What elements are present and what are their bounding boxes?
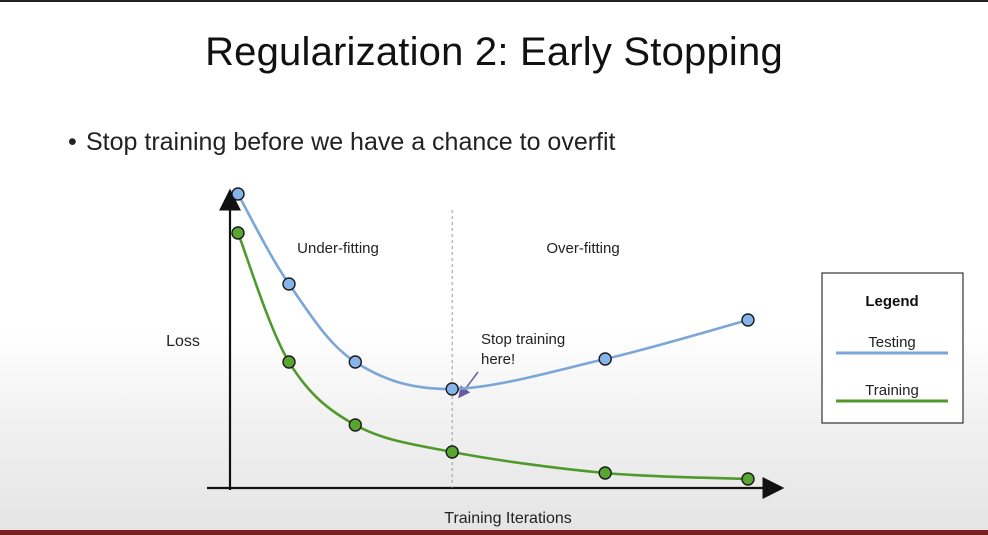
series-layer (231, 187, 755, 486)
data-point-training (348, 418, 362, 432)
data-point-testing (598, 352, 612, 366)
annotation-arrow (458, 371, 479, 399)
bullet-point: • Stop training before we have a chance t… (68, 128, 616, 157)
x-axis-label: Training Iterations (444, 510, 571, 527)
series-line-training (236, 232, 749, 481)
data-point-training (741, 472, 755, 486)
data-point-training (598, 466, 612, 480)
data-point-testing (348, 355, 362, 369)
legend-label-training: Training (865, 382, 919, 399)
region-label-underfitting: Under-fitting (297, 240, 379, 257)
bullet-dot-icon: • (68, 128, 77, 156)
legend-label-testing: Testing (868, 334, 916, 351)
data-point-testing (445, 382, 459, 396)
region-label-overfitting: Over-fitting (546, 240, 619, 257)
data-point-training (282, 355, 296, 369)
data-point-testing (282, 277, 296, 291)
data-point-training (445, 445, 459, 459)
stop-annotation: Stop training here! (481, 331, 565, 368)
bullet-text: Stop training before we have a chance to… (86, 128, 616, 156)
slide-bottom-rule (0, 530, 988, 535)
stop-annotation-line: here! (481, 351, 515, 368)
data-point-testing (231, 187, 245, 201)
legend-box (821, 272, 964, 424)
y-axis-label: Loss (166, 333, 200, 350)
slide-title: Regularization 2: Early Stopping (205, 30, 783, 74)
stop-annotation-line: Stop training (481, 331, 565, 348)
legend-title: Legend (865, 293, 918, 310)
data-point-testing (741, 313, 755, 327)
data-point-training (231, 226, 245, 240)
slide-top-rule (0, 0, 988, 2)
